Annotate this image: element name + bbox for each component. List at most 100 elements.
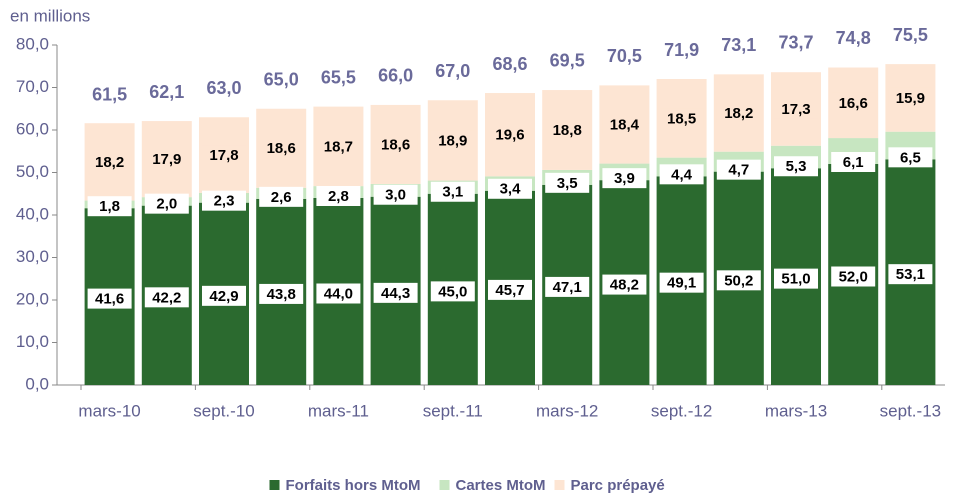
label-bg bbox=[602, 274, 647, 295]
total-label: 75,5 bbox=[893, 25, 928, 45]
label-bg bbox=[430, 281, 475, 302]
value-label: 48,2 bbox=[610, 277, 639, 294]
value-label: 18,2 bbox=[95, 154, 124, 171]
value-label: 45,7 bbox=[495, 282, 524, 299]
total-label: 61,5 bbox=[92, 84, 127, 104]
legend-label: Forfaits hors MtoM bbox=[286, 477, 421, 494]
label-bg bbox=[202, 285, 246, 306]
label-bg bbox=[545, 120, 590, 140]
value-label: 44,0 bbox=[324, 285, 353, 302]
label-bg bbox=[144, 193, 189, 214]
label-bg bbox=[87, 196, 132, 217]
total-label: 68,6 bbox=[492, 54, 527, 74]
label-bg bbox=[316, 186, 361, 206]
label-bg bbox=[774, 98, 818, 119]
label-bg bbox=[659, 108, 704, 129]
total-label: 67,0 bbox=[435, 61, 470, 81]
value-label: 4,7 bbox=[728, 162, 749, 179]
value-label: 18,6 bbox=[267, 140, 296, 157]
value-label: 18,7 bbox=[324, 138, 353, 155]
value-label: 2,3 bbox=[214, 193, 235, 210]
value-label: 42,9 bbox=[209, 288, 238, 305]
value-label: 3,0 bbox=[385, 187, 406, 204]
value-label: 45,0 bbox=[438, 283, 467, 300]
y-tick-label: 0,0 bbox=[25, 374, 49, 393]
value-label: 41,6 bbox=[95, 291, 124, 308]
label-bg bbox=[430, 130, 475, 151]
value-label: 52,0 bbox=[839, 268, 868, 285]
label-bg bbox=[87, 288, 132, 309]
label-bg bbox=[831, 92, 876, 113]
value-label: 18,8 bbox=[553, 122, 582, 139]
legend-swatch bbox=[439, 480, 450, 490]
x-tick-label: sept.-12 bbox=[651, 401, 712, 420]
value-label: 43,8 bbox=[267, 286, 296, 303]
y-axis-label: en millions bbox=[10, 6, 90, 25]
y-tick-label: 50,0 bbox=[16, 162, 49, 181]
total-label: 70,5 bbox=[607, 46, 642, 66]
x-tick-label: mars-12 bbox=[536, 401, 598, 420]
label-bg bbox=[545, 172, 590, 193]
y-tick-label: 60,0 bbox=[16, 119, 49, 138]
label-bg bbox=[888, 87, 933, 108]
x-tick-label: sept.-13 bbox=[880, 401, 941, 420]
label-bg bbox=[488, 279, 532, 300]
value-label: 18,2 bbox=[724, 105, 753, 122]
value-label: 18,6 bbox=[381, 136, 410, 153]
total-label: 65,0 bbox=[264, 70, 299, 90]
value-label: 2,8 bbox=[328, 188, 349, 205]
x-tick-label: mars-10 bbox=[78, 401, 140, 420]
label-bg bbox=[373, 134, 418, 155]
value-label: 3,1 bbox=[442, 184, 463, 201]
value-label: 15,9 bbox=[896, 90, 925, 107]
label-bg bbox=[831, 152, 876, 172]
label-bg bbox=[716, 103, 761, 123]
label-bg bbox=[259, 283, 304, 304]
total-label: 66,0 bbox=[378, 65, 413, 85]
x-tick-label: mars-13 bbox=[765, 401, 827, 420]
label-bg bbox=[716, 270, 761, 291]
legend-swatch bbox=[269, 480, 280, 490]
value-label: 47,1 bbox=[553, 279, 582, 296]
label-bg bbox=[259, 186, 304, 207]
value-label: 18,4 bbox=[610, 116, 640, 133]
value-label: 53,1 bbox=[896, 266, 925, 283]
value-label: 16,6 bbox=[839, 95, 868, 112]
total-label: 62,1 bbox=[149, 82, 184, 102]
value-label: 2,6 bbox=[271, 189, 292, 206]
label-bg bbox=[488, 178, 532, 199]
value-label: 51,0 bbox=[781, 271, 810, 288]
label-bg bbox=[774, 156, 818, 177]
value-label: 2,0 bbox=[156, 196, 177, 213]
label-bg bbox=[202, 145, 246, 166]
value-label: 6,1 bbox=[843, 154, 864, 171]
label-bg bbox=[774, 268, 818, 289]
label-bg bbox=[488, 124, 532, 145]
label-bg bbox=[316, 136, 361, 157]
label-bg bbox=[602, 168, 647, 189]
value-label: 49,1 bbox=[667, 275, 696, 292]
value-label: 6,5 bbox=[900, 149, 921, 166]
value-label: 50,2 bbox=[724, 272, 753, 289]
label-bg bbox=[144, 149, 189, 170]
label-bg bbox=[659, 164, 704, 185]
value-label: 17,8 bbox=[209, 147, 238, 164]
value-label: 17,9 bbox=[152, 151, 181, 168]
value-label: 17,3 bbox=[781, 101, 810, 118]
y-tick-label: 40,0 bbox=[16, 204, 49, 223]
total-label: 73,7 bbox=[778, 33, 813, 53]
value-label: 5,3 bbox=[786, 158, 807, 175]
y-tick-label: 10,0 bbox=[16, 332, 49, 351]
x-tick-label: sept.-10 bbox=[193, 401, 254, 420]
legend-label: Parc prépayé bbox=[571, 477, 665, 494]
x-tick-label: sept.-11 bbox=[423, 401, 483, 420]
x-tick-label: mars-11 bbox=[308, 401, 369, 420]
value-label: 3,4 bbox=[500, 181, 522, 198]
label-bg bbox=[602, 114, 647, 135]
value-label: 3,9 bbox=[614, 170, 635, 187]
total-label: 73,1 bbox=[721, 35, 756, 55]
value-label: 42,2 bbox=[152, 289, 181, 306]
y-tick-label: 20,0 bbox=[16, 289, 49, 308]
value-label: 18,9 bbox=[438, 132, 467, 149]
